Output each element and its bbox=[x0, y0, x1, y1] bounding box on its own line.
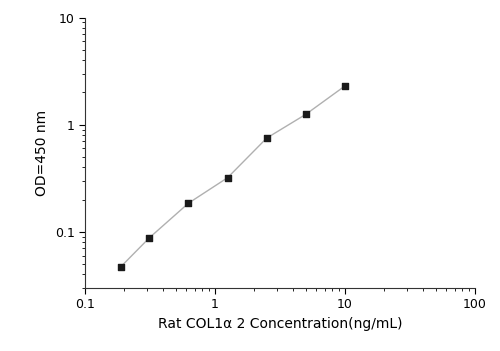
Point bbox=[224, 175, 232, 180]
Point bbox=[116, 264, 124, 270]
Y-axis label: OD=450 nm: OD=450 nm bbox=[35, 110, 49, 196]
Point bbox=[262, 135, 270, 141]
Point bbox=[341, 83, 349, 89]
Point bbox=[184, 200, 192, 206]
Point bbox=[302, 112, 310, 117]
Point bbox=[146, 235, 154, 240]
X-axis label: Rat COL1α 2 Concentration(ng/mL): Rat COL1α 2 Concentration(ng/mL) bbox=[158, 317, 402, 331]
